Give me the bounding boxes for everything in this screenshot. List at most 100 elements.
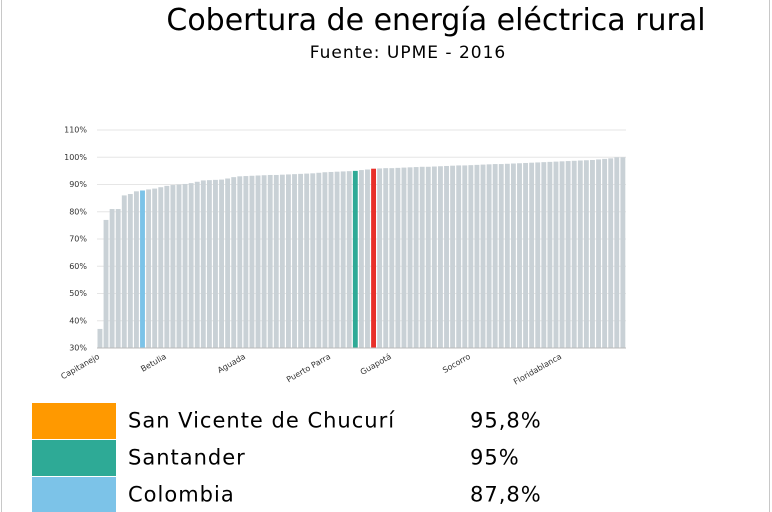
legend-name: San Vicente de Chucurí — [128, 409, 395, 433]
bar — [322, 172, 328, 348]
bar — [213, 179, 218, 348]
bar — [164, 185, 170, 348]
bar — [146, 189, 152, 348]
bar — [486, 164, 492, 348]
bar — [358, 170, 364, 348]
legend-swatch — [32, 403, 116, 439]
bar — [590, 159, 595, 348]
bar — [498, 164, 504, 348]
bar — [206, 180, 212, 348]
bar — [176, 184, 182, 348]
bar — [529, 162, 535, 348]
x-tick-label: Aguada — [216, 352, 247, 375]
bar — [389, 168, 395, 348]
bar — [109, 209, 115, 348]
legend-swatch — [32, 440, 116, 476]
bar — [346, 171, 352, 348]
y-tick-label: 50% — [69, 289, 87, 298]
bar — [608, 158, 614, 348]
y-tick-label: 70% — [69, 235, 87, 244]
bar — [407, 167, 413, 348]
bar — [365, 169, 370, 348]
bar — [292, 174, 297, 348]
bar — [340, 171, 346, 348]
bar — [285, 174, 291, 348]
legend-swatch — [32, 477, 116, 512]
bar — [188, 183, 194, 348]
bar — [419, 166, 425, 348]
bar — [431, 166, 437, 348]
x-tick-label: Puerto Parra — [285, 352, 332, 384]
bar — [194, 181, 200, 348]
bar — [571, 160, 577, 348]
x-tick-label: Guapotá — [359, 352, 393, 377]
bar — [298, 173, 304, 348]
bar — [249, 175, 255, 348]
bar — [456, 165, 462, 348]
legend-value: 87,8% — [470, 483, 542, 507]
y-tick-label: 30% — [69, 344, 87, 353]
bar — [219, 179, 224, 348]
bar — [462, 165, 468, 348]
bar — [200, 180, 206, 348]
y-tick-label: 60% — [69, 262, 87, 271]
bar — [316, 172, 322, 348]
legend-value: 95,8% — [470, 409, 542, 433]
bar — [620, 157, 626, 348]
bar — [127, 194, 133, 348]
bar — [468, 165, 474, 348]
legend-name: Colombia — [128, 483, 235, 507]
bar — [328, 171, 334, 348]
bar — [310, 173, 316, 348]
bar — [121, 195, 127, 348]
bar — [255, 175, 261, 348]
bar — [480, 164, 486, 348]
bar — [523, 162, 529, 348]
bar — [103, 219, 109, 348]
bar — [273, 174, 279, 348]
bar — [401, 167, 407, 348]
legend-name: Santander — [128, 446, 246, 470]
bar — [559, 161, 565, 348]
bar — [583, 160, 589, 348]
bar — [97, 328, 103, 348]
bar — [261, 175, 267, 348]
bar — [237, 176, 243, 348]
bar — [352, 170, 358, 348]
bar — [279, 174, 285, 348]
y-tick-label: 40% — [69, 316, 87, 325]
chart-title: Cobertura de energía eléctrica rural — [166, 3, 705, 38]
legend-value: 95% — [470, 446, 520, 470]
bar — [565, 161, 571, 348]
bar — [170, 185, 176, 348]
bar — [474, 164, 480, 348]
bar — [371, 168, 377, 348]
bar — [425, 166, 431, 348]
bar — [334, 171, 340, 348]
bar — [231, 177, 237, 348]
bar — [553, 161, 559, 348]
y-tick-label: 100% — [64, 153, 87, 162]
bar — [517, 163, 522, 348]
bar — [547, 161, 553, 348]
chart-subtitle: Fuente: UPME - 2016 — [310, 43, 506, 63]
bar — [492, 164, 498, 348]
x-tick-label: Socorro — [441, 352, 472, 375]
bar — [152, 188, 158, 348]
x-tick-label: Betulia — [139, 352, 168, 374]
y-tick-label: 90% — [69, 180, 87, 189]
bar — [377, 168, 383, 348]
x-tick-label: Capitanejo — [59, 352, 101, 381]
bar — [602, 158, 608, 348]
bar — [395, 167, 401, 348]
bar — [596, 159, 601, 348]
bar — [182, 183, 188, 348]
bar — [444, 165, 449, 348]
bar — [413, 167, 419, 348]
bar — [140, 190, 145, 348]
bar — [438, 166, 443, 348]
bar — [158, 187, 164, 348]
bar — [504, 163, 510, 348]
